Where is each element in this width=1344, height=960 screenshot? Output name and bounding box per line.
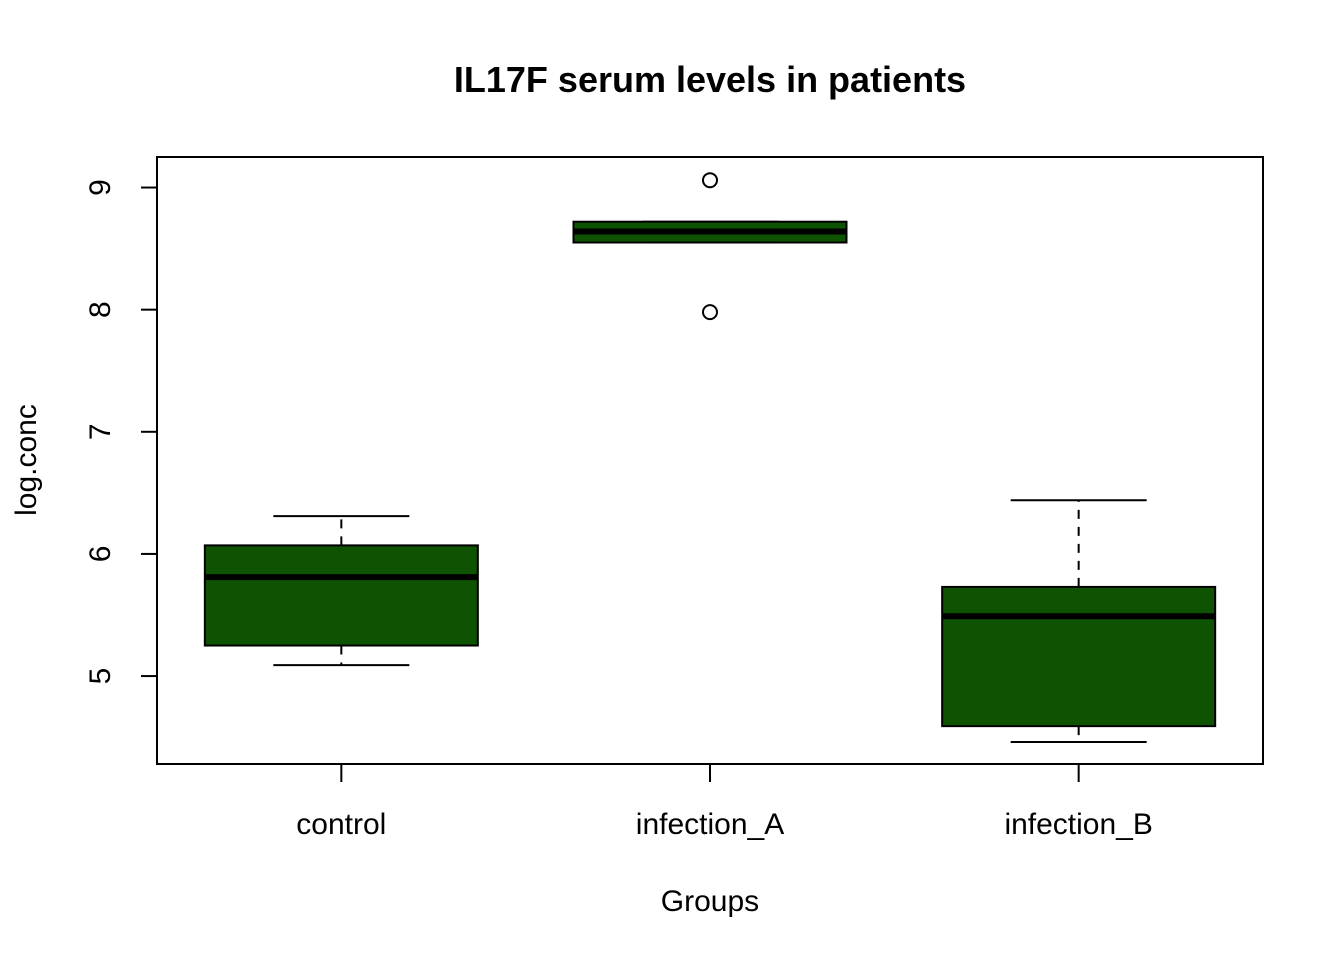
box-series	[203, 172, 1217, 744]
x-tick-label: infection_A	[636, 808, 784, 841]
x-axis-label: Groups	[661, 885, 759, 918]
iqr-box	[203, 544, 479, 647]
x-tick-label: control	[296, 808, 386, 841]
y-tick-label: 8	[84, 301, 117, 318]
y-tick-label: 5	[84, 668, 117, 685]
chart-title: IL17F serum levels in patients	[454, 59, 966, 100]
x-tick-label: infection_B	[1004, 808, 1152, 841]
y-axis-label: log.conc	[10, 404, 43, 516]
box-infection_B	[941, 499, 1217, 744]
y-tick-label: 9	[84, 179, 117, 196]
box-infection_A	[572, 172, 848, 321]
iqr-box	[941, 585, 1217, 728]
outlier-point	[702, 304, 718, 321]
x-axis: control infection_A infection_B	[296, 764, 1153, 841]
outlier-point	[702, 172, 718, 189]
y-tick-label: 6	[84, 546, 117, 563]
y-tick-label: 7	[84, 423, 117, 440]
box-control	[203, 515, 479, 667]
y-axis: 5 6 7 8 9	[84, 179, 157, 684]
